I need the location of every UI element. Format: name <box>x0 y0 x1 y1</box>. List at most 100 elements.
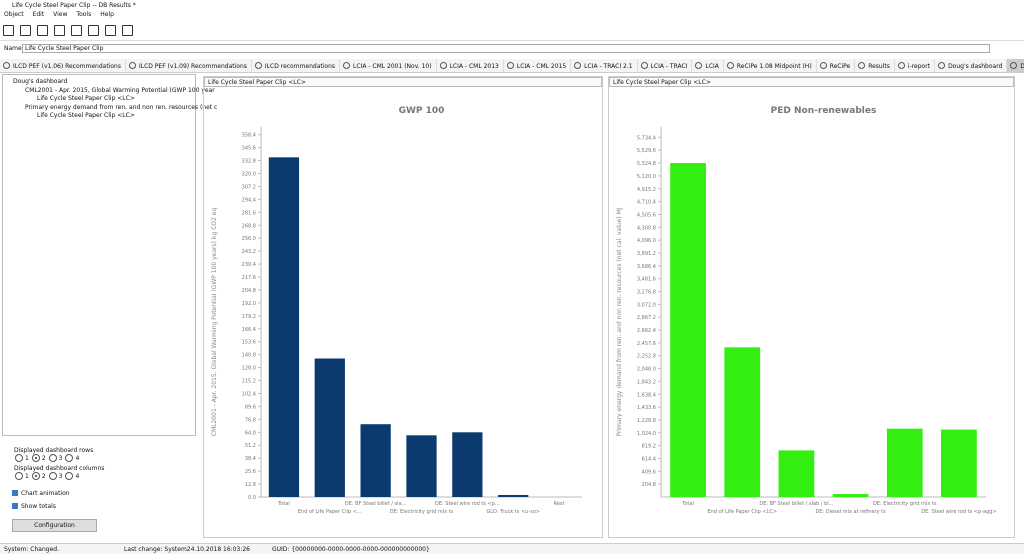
menu-item[interactable]: Tools <box>76 11 92 18</box>
y-tick-label: 166.4 <box>242 327 256 333</box>
radio[interactable] <box>15 454 23 462</box>
y-tick-label: 5,120.0 <box>637 174 656 180</box>
columns-label: Displayed dashboard columns <box>14 465 105 472</box>
tree-item[interactable]: Doug's dashboard <box>13 78 68 85</box>
y-tick-label: 5,529.6 <box>637 148 656 154</box>
grid-button[interactable] <box>37 25 48 36</box>
bar <box>941 429 977 497</box>
tab[interactable]: LCIA - TRACI 2.1 <box>571 59 638 72</box>
tab-label: Results <box>868 63 890 70</box>
delete-button[interactable] <box>20 25 31 36</box>
columns-options: 1 2 3 4 <box>12 472 79 480</box>
tab[interactable]: Results <box>855 59 895 72</box>
tab-label: Doug's dashboard <box>1020 63 1024 70</box>
save-button[interactable] <box>3 25 14 36</box>
bar <box>268 157 300 497</box>
tab[interactable]: ILCD PEF (v1.06) Recommendations <box>0 59 126 72</box>
x-tick-label: End of Life Paper Clip <... <box>298 509 362 515</box>
radio-label: 1 <box>25 455 29 462</box>
tab[interactable]: ILCD recommendations <box>252 59 341 72</box>
animation-checkbox[interactable]: Chart animation <box>12 490 70 497</box>
help-button[interactable] <box>122 25 133 36</box>
tab-label: ReCiPe 1.08 Midpoint (H) <box>736 63 812 70</box>
totals-label: Show totals <box>21 503 56 510</box>
y-tick-label: 4,300.8 <box>637 225 656 231</box>
x-tick-label: DE: Diesel mix at refinery ts <box>815 509 886 515</box>
y-tick-label: 4,710.4 <box>637 200 656 206</box>
tab[interactable]: LCIA - TRACI <box>638 59 693 72</box>
tree-item[interactable]: Life Cycle Steel Paper Clip <LC> <box>37 95 135 102</box>
status-bar: System: Changed. Last change: System24.1… <box>0 543 1024 554</box>
y-tick-label: 1,433.6 <box>637 405 656 411</box>
windows-button[interactable] <box>105 25 116 36</box>
rows-options: 1 2 3 4 <box>12 454 79 462</box>
tree-item[interactable]: CML2001 - Apr. 2015, Global Warming Pote… <box>25 86 215 94</box>
y-tick-label: 4,096.0 <box>637 238 656 244</box>
x-tick-label: DE: Steel wire rod ts <p-agg> <box>921 509 996 515</box>
y-axis-label: Primary energy demand from ren. and non … <box>616 207 623 436</box>
tab[interactable]: Doug's dashboard <box>1007 59 1024 72</box>
tab[interactable]: LCIA - CML 2015 <box>504 59 572 72</box>
radio-label: 1 <box>25 473 29 480</box>
panel-header: Life Cycle Steel Paper Clip <LC> <box>609 77 1014 87</box>
tab-label: LCIA - TRACI 2.1 <box>584 63 633 70</box>
tab[interactable]: LCIA - CML 2001 (Nov. 10) <box>340 59 437 72</box>
menu-item[interactable]: Edit <box>32 11 45 18</box>
menu-item[interactable]: View <box>53 11 68 18</box>
tab[interactable]: ILCD PEF (v1.09) Recommendations <box>126 59 252 72</box>
y-tick-label: 5,324.8 <box>637 161 656 167</box>
name-input[interactable]: Life Cycle Steel Paper Clip <box>22 44 990 53</box>
y-tick-label: 192.0 <box>242 301 256 307</box>
tab-label: ReCiPe <box>829 63 851 70</box>
radio[interactable] <box>48 454 57 462</box>
bar <box>778 450 815 497</box>
bar <box>832 494 869 497</box>
totals-checkbox[interactable]: Show totals <box>12 503 56 510</box>
bar <box>886 428 923 497</box>
tree-item[interactable]: Life Cycle Steel Paper Clip <LC> <box>37 112 135 119</box>
radio[interactable] <box>15 472 23 480</box>
y-tick-label: 409.6 <box>642 469 656 475</box>
panel-header: Life Cycle Steel Paper Clip <LC> <box>204 77 602 87</box>
name-row: Name Life Cycle Steel Paper Clip <box>0 43 1024 55</box>
tab[interactable]: ReCiPe <box>817 59 856 72</box>
window-title: Life Cycle Steel Paper Clip -- DB Result… <box>12 2 136 9</box>
tab-label: LCIA <box>705 63 719 70</box>
tab[interactable]: ReCiPe 1.08 Midpoint (H) <box>724 59 817 72</box>
configuration-button[interactable]: Configuration <box>12 519 97 532</box>
animation-label: Chart animation <box>21 490 70 497</box>
bar <box>314 358 345 497</box>
y-tick-label: 89.6 <box>245 404 256 410</box>
radio[interactable] <box>31 472 40 480</box>
y-tick-label: 281.6 <box>242 210 256 216</box>
bar <box>406 435 437 497</box>
y-tick-label: 0.0 <box>248 495 256 501</box>
tab[interactable]: Doug's dashboard <box>935 59 1008 72</box>
y-axis-label: CML2001 - Apr. 2015, Global Warming Pote… <box>211 208 218 437</box>
radio[interactable] <box>31 454 40 462</box>
tab[interactable]: LCIA <box>692 59 724 72</box>
chart-button[interactable] <box>54 25 65 36</box>
y-tick-label: 230.4 <box>242 262 256 268</box>
bar <box>452 432 483 497</box>
y-tick-label: 268.8 <box>242 223 256 229</box>
chart-panel: Life Cycle Steel Paper Clip <LC> GWP 100… <box>203 76 603 538</box>
y-tick-label: 102.4 <box>242 391 256 397</box>
tree-item[interactable]: Primary energy demand from ren. and non … <box>25 103 218 111</box>
menu-item[interactable]: Object <box>4 11 24 18</box>
tab[interactable]: LCIA - CML 2013 <box>437 59 504 72</box>
menu-item[interactable]: Help <box>100 11 114 18</box>
home-button[interactable] <box>88 25 99 36</box>
y-tick-label: 358.4 <box>242 133 256 139</box>
y-tick-label: 179.2 <box>242 314 256 320</box>
name-label: Name <box>4 45 22 52</box>
radio[interactable] <box>48 472 57 480</box>
status-system: System: Changed. <box>4 546 59 553</box>
y-tick-label: 204.8 <box>242 288 256 294</box>
tab[interactable]: i-report <box>895 59 936 72</box>
x-tick-label: Total <box>681 501 694 507</box>
y-tick-label: 38.4 <box>245 456 256 462</box>
radio[interactable] <box>65 454 74 462</box>
check-button[interactable] <box>71 25 82 36</box>
radio[interactable] <box>65 472 74 480</box>
